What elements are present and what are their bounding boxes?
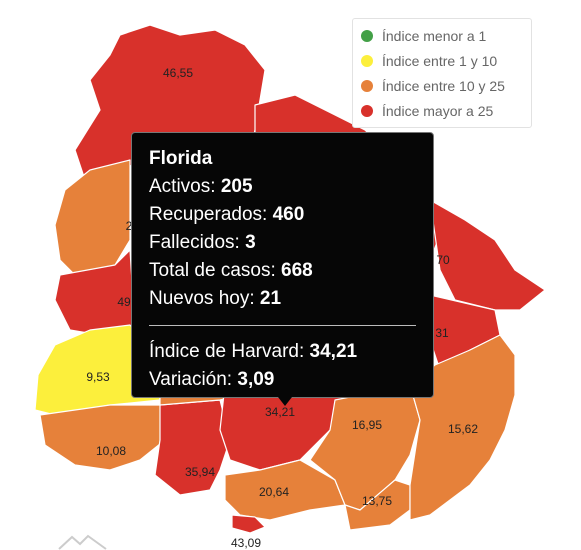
region-south-red[interactable] — [154, 399, 231, 496]
legend-dot-icon — [361, 79, 373, 92]
tooltip-row-activos: Activos: 205 — [149, 173, 416, 201]
tooltip-title: Florida — [149, 148, 213, 169]
legend-item[interactable]: Índice menor a 1 — [361, 23, 523, 48]
map-legend: Índice menor a 1 Índice entre 1 y 10 Índ… — [352, 18, 532, 128]
tooltip-value: 205 — [220, 176, 253, 197]
legend-label: Índice entre 10 y 25 — [382, 77, 505, 94]
legend-label: Índice mayor a 25 — [382, 102, 494, 119]
region-label: 15,62 — [448, 422, 478, 436]
region-label: 46,55 — [163, 66, 193, 80]
tooltip-row-total: Total de casos: 668 — [149, 257, 416, 285]
region-tooltip: Florida Activos: 205 Recuperados: 460 Fa… — [131, 132, 434, 406]
region-label: 31 — [435, 326, 449, 340]
region-label: 49 — [117, 295, 131, 309]
region-label: 43,09 — [231, 536, 261, 550]
region-west-orange[interactable] — [54, 159, 131, 276]
region-canelones[interactable] — [224, 459, 346, 521]
tooltip-label: Total de casos: — [149, 260, 276, 281]
tooltip-row-recuperados: Recuperados: 460 — [149, 201, 416, 229]
region-label: 70 — [436, 253, 450, 267]
tooltip-value: 3,09 — [237, 369, 275, 390]
legend-dot-icon — [361, 29, 373, 42]
tooltip-label: Índice de Harvard: — [149, 341, 305, 362]
legend-item[interactable]: Índice entre 10 y 25 — [361, 73, 523, 98]
region-label: 16,95 — [352, 418, 382, 432]
mountain-logo-icon — [58, 534, 107, 550]
legend-item[interactable]: Índice mayor a 25 — [361, 98, 523, 123]
tooltip-value: 3 — [245, 232, 256, 253]
region-label: 20,64 — [259, 485, 289, 499]
region-label: 13,75 — [362, 494, 392, 508]
tooltip-label: Activos: — [149, 176, 216, 197]
region-montevideo[interactable] — [231, 514, 266, 534]
tooltip-value: 21 — [259, 288, 282, 309]
legend-dot-icon — [361, 54, 373, 67]
region-southwest-orange[interactable] — [39, 404, 166, 471]
region-rocha[interactable] — [409, 334, 516, 521]
region-label: 2 — [126, 219, 133, 233]
tooltip-pointer-icon — [278, 397, 292, 406]
legend-label: Índice entre 1 y 10 — [382, 52, 498, 69]
tooltip-value: 668 — [281, 260, 313, 281]
region-label: 9,53 — [86, 370, 110, 384]
tooltip-divider — [149, 325, 416, 326]
legend-label: Índice menor a 1 — [382, 27, 487, 44]
region-east[interactable] — [429, 199, 546, 311]
tooltip-label: Nuevos hoy: — [149, 288, 255, 309]
tooltip-value: 34,21 — [309, 341, 358, 362]
region-label: 10,08 — [96, 444, 126, 458]
legend-dot-icon — [361, 104, 373, 117]
tooltip-row-harvard: Índice de Harvard: 34,21 — [149, 338, 416, 366]
tooltip-label: Fallecidos: — [149, 232, 240, 253]
region-label: 34,21 — [265, 405, 295, 419]
tooltip-row-fallecidos: Fallecidos: 3 — [149, 229, 416, 257]
tooltip-row-nuevos: Nuevos hoy: 21 — [149, 285, 416, 313]
tooltip-row-variacion: Variación: 3,09 — [149, 366, 416, 394]
tooltip-label: Recuperados: — [149, 204, 268, 225]
region-label: 35,94 — [185, 465, 215, 479]
legend-item[interactable]: Índice entre 1 y 10 — [361, 48, 523, 73]
tooltip-label: Variación: — [149, 369, 233, 390]
tooltip-value: 460 — [272, 204, 305, 225]
